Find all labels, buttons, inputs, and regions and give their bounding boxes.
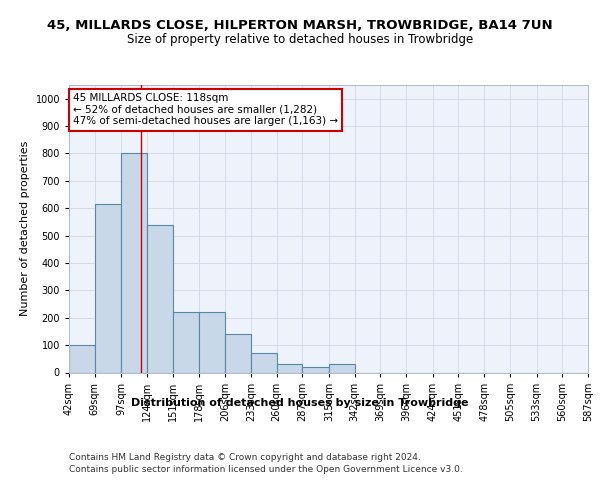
Text: 45, MILLARDS CLOSE, HILPERTON MARSH, TROWBRIDGE, BA14 7UN: 45, MILLARDS CLOSE, HILPERTON MARSH, TRO… xyxy=(47,19,553,32)
Bar xyxy=(121,154,147,372)
Bar xyxy=(147,224,173,372)
Text: Distribution of detached houses by size in Trowbridge: Distribution of detached houses by size … xyxy=(131,398,469,407)
Bar xyxy=(95,204,121,372)
Bar xyxy=(329,364,355,372)
Text: Contains public sector information licensed under the Open Government Licence v3: Contains public sector information licen… xyxy=(69,466,463,474)
Text: Size of property relative to detached houses in Trowbridge: Size of property relative to detached ho… xyxy=(127,32,473,46)
Bar xyxy=(251,354,277,372)
Text: Contains HM Land Registry data © Crown copyright and database right 2024.: Contains HM Land Registry data © Crown c… xyxy=(69,453,421,462)
Bar xyxy=(69,345,95,372)
Bar xyxy=(225,334,251,372)
Bar xyxy=(277,364,302,372)
Bar xyxy=(199,312,225,372)
Text: 45 MILLARDS CLOSE: 118sqm
← 52% of detached houses are smaller (1,282)
47% of se: 45 MILLARDS CLOSE: 118sqm ← 52% of detac… xyxy=(73,93,338,126)
Bar xyxy=(302,367,329,372)
Bar xyxy=(173,312,199,372)
Y-axis label: Number of detached properties: Number of detached properties xyxy=(20,141,30,316)
